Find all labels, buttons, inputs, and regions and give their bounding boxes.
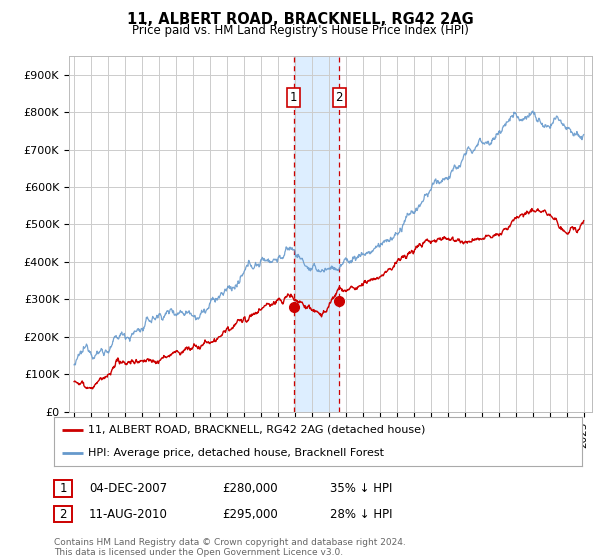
Text: 1: 1 [59, 482, 67, 495]
Text: 1: 1 [290, 91, 298, 104]
Text: £280,000: £280,000 [222, 482, 278, 495]
Text: 11, ALBERT ROAD, BRACKNELL, RG42 2AG: 11, ALBERT ROAD, BRACKNELL, RG42 2AG [127, 12, 473, 27]
Text: 2: 2 [335, 91, 343, 104]
Text: Contains HM Land Registry data © Crown copyright and database right 2024.
This d: Contains HM Land Registry data © Crown c… [54, 538, 406, 557]
Text: 04-DEC-2007: 04-DEC-2007 [89, 482, 167, 495]
Text: 2: 2 [59, 507, 67, 521]
Text: £295,000: £295,000 [222, 507, 278, 521]
Text: 35% ↓ HPI: 35% ↓ HPI [330, 482, 392, 495]
Bar [293, 56, 339, 412]
Text: 11-AUG-2010: 11-AUG-2010 [89, 507, 167, 521]
Text: 28% ↓ HPI: 28% ↓ HPI [330, 507, 392, 521]
Text: HPI: Average price, detached house, Bracknell Forest: HPI: Average price, detached house, Brac… [88, 447, 385, 458]
Text: 11, ALBERT ROAD, BRACKNELL, RG42 2AG (detached house): 11, ALBERT ROAD, BRACKNELL, RG42 2AG (de… [88, 425, 425, 435]
Text: Price paid vs. HM Land Registry's House Price Index (HPI): Price paid vs. HM Land Registry's House … [131, 24, 469, 37]
